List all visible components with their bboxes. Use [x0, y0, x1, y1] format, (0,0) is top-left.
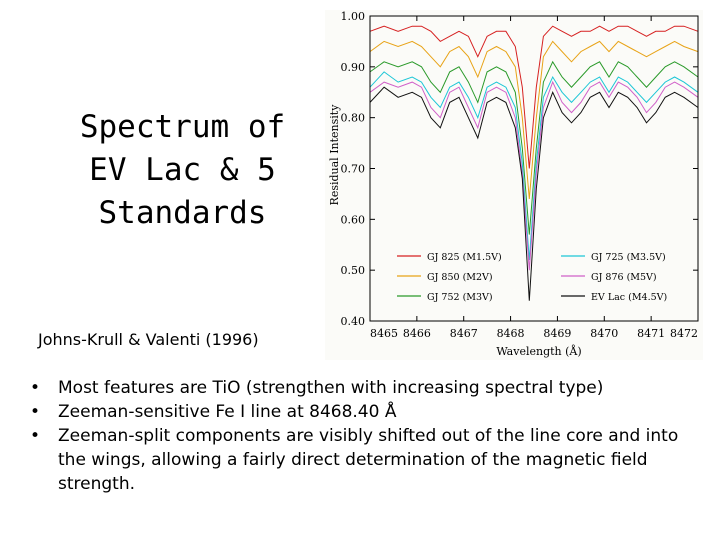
x-tick-label: 8466: [403, 327, 431, 340]
bullet-text: Zeeman-sensitive Fe I line at 8468.40 Å: [58, 402, 397, 422]
x-tick-label: 8469: [543, 327, 571, 340]
spectrum-chart-svg: 1.000.900.800.700.600.500.40 8465 8466 846…: [328, 10, 699, 358]
title-line-3: Standards: [98, 195, 267, 231]
title-line-1: Spectrum of: [79, 109, 286, 145]
bullet-dot: •: [30, 426, 41, 446]
x-tick-label: 8472: [670, 327, 698, 340]
y-tick-label: 0.50: [341, 264, 366, 277]
x-axis-ticks: 8465 8466 8467 8468 8469 8470 8471 8472: [369, 16, 699, 340]
bullet-dot: •: [30, 402, 41, 422]
legend-label: EV Lac (M4.5V): [591, 292, 667, 303]
legend-label: GJ 876 (M5V): [591, 272, 657, 283]
y-tick-label: 0.40: [341, 315, 366, 328]
x-tick-label: 8467: [450, 327, 478, 340]
x-tick-label: 8470: [590, 327, 618, 340]
bullet-dot: •: [30, 378, 41, 398]
title-line-2: EV Lac & 5: [89, 152, 276, 188]
legend-label: GJ 752 (M3V): [427, 292, 493, 303]
y-tick-label: 0.60: [341, 213, 366, 226]
slide-title: Spectrum of EV Lac & 5 Standards: [50, 106, 315, 235]
bullet-text: Most features are TiO (strengthen with i…: [58, 378, 604, 398]
bullet-list: • Most features are TiO (strengthen with…: [30, 376, 710, 496]
y-tick-label: 1.00: [341, 10, 366, 23]
series-line-3: [369, 71, 699, 261]
series-line-1: [369, 40, 699, 200]
y-tick-label: 0.90: [341, 61, 366, 74]
y-tick-label: 0.80: [341, 112, 366, 125]
citation: Johns-Krull & Valenti (1996): [38, 330, 259, 349]
x-tick-label: 8471: [637, 327, 665, 340]
bullet-item: • Most features are TiO (strengthen with…: [30, 376, 710, 400]
bullet-text: Zeeman-split components are visibly shif…: [58, 426, 679, 494]
series-line-4: [369, 80, 699, 271]
series-line-5: [369, 86, 699, 301]
legend: GJ 825 (M1.5V) GJ 725 (M3.5V) GJ 850 (M2V)…: [397, 252, 667, 303]
y-axis-label: Residual Intensity: [328, 104, 341, 206]
bullet-item: • Zeeman-sensitive Fe I line at 8468.40 …: [30, 400, 710, 424]
legend-label: GJ 825 (M1.5V): [427, 252, 502, 263]
plot-lines: [369, 25, 699, 301]
spectrum-chart: 1.00 0.90 0.80 0.70 0.60 0.50 0.40 8465 8466 846…: [325, 10, 703, 360]
x-tick-label: 8465: [370, 327, 398, 340]
series-line-2: [369, 60, 699, 235]
legend-label: GJ 725 (M3.5V): [591, 252, 666, 263]
x-axis-label: Wavelength (Å): [496, 344, 581, 358]
x-tick-label: 8468: [497, 327, 525, 340]
y-axis-ticks: 1.00 0.90 0.80 0.70 0.60 0.50 0.40: [341, 10, 698, 328]
series-line-0: [369, 25, 699, 169]
bullet-item: • Zeeman-split components are visibly sh…: [30, 424, 710, 496]
legend-label: GJ 850 (M2V): [427, 272, 493, 283]
y-tick-label: 0.70: [341, 163, 366, 176]
